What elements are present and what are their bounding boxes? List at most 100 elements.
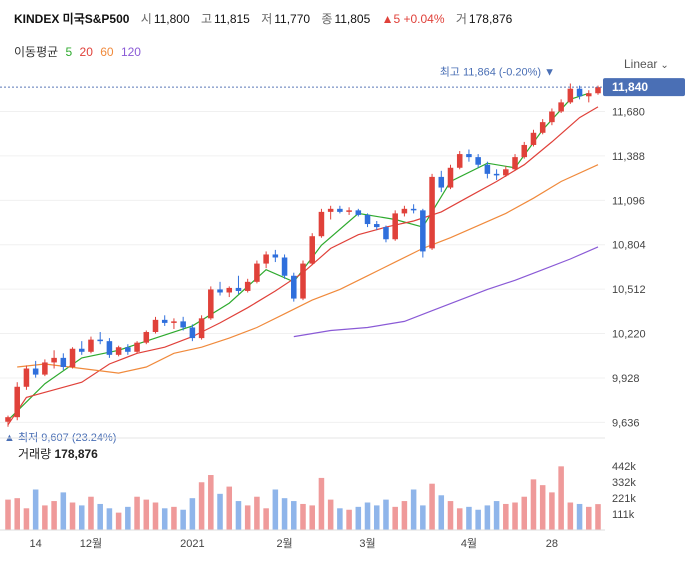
candle-body (373, 224, 380, 228)
volume-bar (346, 509, 352, 530)
volume-bar (530, 479, 537, 530)
candle-body (364, 214, 371, 225)
candle-body (327, 208, 334, 212)
candle-body (429, 176, 435, 249)
ma-line-5 (7, 92, 589, 421)
candle-body (567, 88, 574, 103)
volume-bar (466, 506, 472, 530)
ma-line-60 (17, 164, 599, 374)
volume-bar (217, 493, 223, 530)
volume-bar (152, 502, 159, 530)
volume-bar (401, 501, 408, 530)
candle-body (493, 173, 500, 176)
price-tick-label: 9,928 (612, 373, 640, 385)
candle-body (198, 318, 205, 339)
price-tick-label: 10,804 (612, 240, 646, 252)
change-value: ▲5 +0.04% (381, 12, 445, 26)
volume-bar (23, 508, 30, 530)
volume-bar (493, 501, 500, 530)
candle-body (69, 348, 76, 367)
candle-body (549, 111, 555, 123)
volume-bar (595, 504, 601, 530)
volume-bar (134, 496, 140, 530)
candle-body (134, 342, 140, 352)
candle-body (346, 210, 352, 212)
candle-body (420, 210, 426, 252)
min-price-annotation: ▲ 최저 9,607 (23.24%) (4, 431, 116, 444)
volume-bar (447, 501, 454, 530)
price-tick-label: 11,096 (612, 195, 645, 207)
volume-bar (180, 509, 186, 530)
candle-body (235, 287, 242, 291)
volume-tick-label: 221k (612, 493, 636, 505)
candle-body (42, 362, 48, 375)
close-label: 종 (321, 12, 333, 26)
x-tick-label: 28 (546, 538, 558, 550)
candle-body (226, 287, 233, 293)
volume-bar (161, 508, 168, 530)
volume-bar (226, 486, 233, 530)
volume-bar (586, 506, 592, 530)
volume-bar (484, 505, 491, 530)
candle-body (521, 144, 528, 158)
volume-bar (429, 483, 435, 530)
current-price-label: 11,840 (612, 80, 648, 94)
volume-bar (549, 492, 555, 530)
volume-bar (438, 495, 445, 530)
x-tick-label: 12월 (80, 537, 102, 550)
volume-bar (5, 499, 11, 530)
high-label: 고 (201, 12, 213, 26)
candle-body (115, 347, 122, 355)
candle-body (595, 87, 601, 94)
candle-body (125, 347, 131, 352)
volume-bar (42, 505, 48, 530)
candle-body (5, 417, 11, 422)
ma-legend-120[interactable]: 120 (120, 45, 141, 59)
volume-bar (14, 498, 20, 530)
volume-bar (198, 482, 205, 530)
ma-legend-5[interactable]: 5 (65, 45, 73, 59)
volume-bar (115, 512, 122, 530)
volume-bar (97, 503, 103, 530)
candle-body (539, 122, 546, 133)
volume-title: 거래량 178,876 (18, 447, 98, 461)
volume-bar (69, 502, 76, 530)
volume-bar (456, 508, 463, 530)
candle-body (14, 386, 20, 418)
volume-bar (244, 505, 251, 530)
candle-body (530, 132, 537, 145)
candle-body (88, 339, 94, 352)
chevron-down-icon: ⌄ (660, 60, 669, 71)
volume-bar (373, 505, 380, 530)
volume-bar (143, 499, 150, 530)
volume-bar (364, 502, 371, 530)
high-value: 11,815 (214, 12, 250, 26)
candle-body (180, 321, 186, 328)
scale-toggle[interactable]: Linear ⌄ (624, 57, 669, 71)
volume-bar (309, 505, 315, 530)
volume-tick-label: 111k (612, 509, 635, 521)
volume-bar (327, 499, 334, 530)
candle-body (171, 321, 177, 323)
candle-body (558, 102, 564, 112)
volume-tick-label: 442k (612, 461, 636, 473)
volume-bar (125, 506, 131, 530)
volume-bar (318, 477, 325, 530)
price-tick-label: 9,636 (612, 417, 640, 429)
close-value: 11,805 (334, 12, 371, 26)
candle-body (291, 275, 297, 299)
ma-legend-60[interactable]: 60 (100, 45, 114, 59)
volume-bar (272, 489, 279, 530)
volume-bar (254, 496, 260, 530)
candle-body (281, 257, 288, 276)
candle-body (447, 167, 454, 188)
ma-legend-20[interactable]: 20 (79, 45, 93, 59)
volume-bar (558, 466, 564, 530)
volume-bar (300, 503, 306, 530)
candle-body (475, 157, 481, 165)
volume-bar (281, 498, 288, 530)
candle-body (576, 88, 583, 97)
candle-body (254, 263, 260, 282)
volume-bar (410, 489, 417, 530)
